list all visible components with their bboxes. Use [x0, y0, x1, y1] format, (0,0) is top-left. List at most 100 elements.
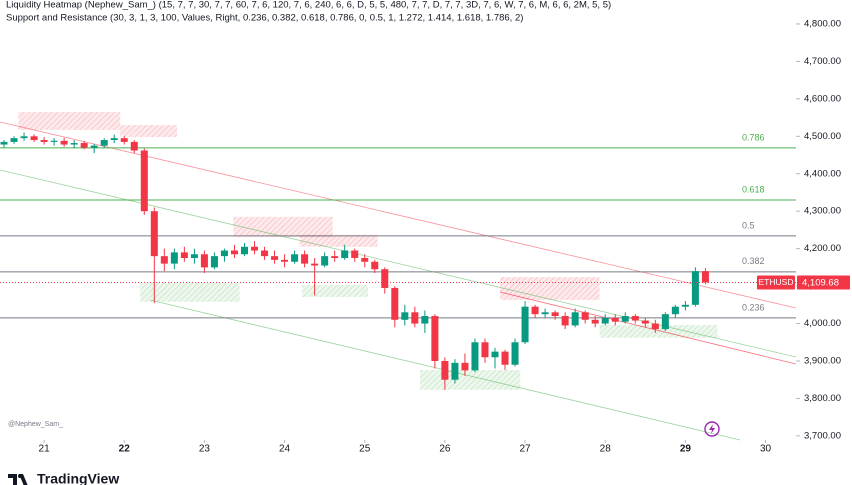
candle-body — [421, 316, 429, 324]
y-tick-label: 4,200.00 — [804, 243, 841, 254]
candle-body — [441, 360, 449, 380]
candle-body — [70, 143, 78, 145]
candle-body — [291, 254, 299, 262]
candle-body — [10, 138, 18, 142]
candle-body — [30, 136, 38, 141]
candle-body — [170, 252, 178, 264]
liquidity-zone — [299, 234, 378, 247]
candle-body — [371, 261, 379, 270]
trend-line — [499, 291, 797, 365]
candle-body — [501, 351, 509, 365]
candle-body — [90, 145, 98, 148]
candle-body — [471, 342, 479, 371]
candle-body — [341, 250, 349, 259]
candle-body — [641, 320, 649, 324]
candle-body — [361, 258, 369, 262]
candle-body — [240, 246, 248, 255]
liquidity-zone — [500, 277, 600, 300]
candle-body — [381, 269, 389, 288]
indicator-title: Liquidity Heatmap (Nephew_Sam_) (15, 7, … — [6, 0, 611, 11]
candle-body — [200, 254, 208, 268]
candle-body — [511, 342, 519, 365]
candle-body — [261, 250, 269, 257]
level-label: 0.236 — [742, 302, 765, 312]
y-tick-label: 4,700.00 — [804, 56, 841, 67]
candle-body — [601, 317, 609, 324]
watermark: @Nephew_Sam_ — [8, 421, 63, 428]
candle-body — [150, 211, 158, 257]
brand-name: TradingView — [37, 471, 119, 485]
candle-body — [180, 252, 188, 259]
candle-body — [651, 323, 659, 330]
candle-body — [40, 140, 48, 142]
y-tick-label: 4,600.00 — [804, 93, 841, 104]
y-tick-label: 4,400.00 — [804, 168, 841, 179]
x-tick-label: 28 — [600, 444, 612, 455]
liquidity-zone — [302, 284, 368, 297]
candle-body — [120, 138, 128, 142]
candle-body — [491, 351, 499, 358]
y-tick-label: 4,000.00 — [804, 318, 841, 329]
candle-body — [351, 250, 359, 259]
candle-body — [20, 136, 28, 139]
candle-body — [301, 254, 309, 264]
x-tick-label: 22 — [119, 444, 131, 455]
liquidity-zone — [18, 111, 121, 130]
candle-body — [50, 140, 58, 142]
candle-body — [661, 314, 669, 330]
y-tick-label: 4,500.00 — [804, 131, 841, 142]
price-tag-label: 4,109.68 — [802, 277, 839, 288]
x-tick-label: 23 — [199, 444, 211, 455]
brand-logo-dot — [18, 474, 22, 478]
candle-body — [571, 312, 579, 326]
y-tick-label: 3,900.00 — [804, 356, 841, 367]
candle-body — [140, 150, 148, 212]
candle-body — [321, 256, 329, 266]
candle-body — [481, 342, 489, 358]
candle-body — [681, 304, 689, 307]
candle-body — [611, 317, 619, 322]
alert-icon[interactable] — [704, 421, 720, 437]
candle-body — [230, 250, 238, 255]
symbol-tag-label: ETHUSD — [759, 277, 794, 287]
candle-body — [451, 362, 459, 380]
liquidity-zone — [120, 125, 178, 138]
candle-body — [110, 138, 118, 141]
candle-body — [190, 254, 198, 259]
brand-logo — [8, 474, 28, 485]
candle-body — [691, 271, 699, 305]
liquidity-zone — [140, 283, 240, 302]
y-tick-label: 3,800.00 — [804, 393, 841, 404]
candle-body — [210, 256, 218, 268]
candle-body — [391, 287, 399, 320]
x-tick-label: 27 — [519, 444, 531, 455]
candle-body — [60, 140, 68, 145]
candle-body — [561, 316, 569, 326]
candle-body — [0, 141, 8, 145]
symbol-tag — [757, 275, 795, 290]
candle-body — [581, 312, 589, 320]
candle-body — [521, 306, 529, 343]
candle-body — [401, 312, 409, 320]
liquidity-zone — [599, 325, 718, 338]
candle-body — [331, 256, 339, 259]
candle-body — [100, 140, 108, 146]
level-label: 0.382 — [742, 256, 765, 266]
candle-body — [531, 306, 539, 315]
candle-body — [271, 256, 279, 260]
y-tick-label: 4,800.00 — [804, 18, 841, 29]
footer — [0, 460, 852, 485]
indicator-title: Support and Resistance (30, 3, 1, 3, 100… — [6, 13, 523, 24]
liquidity-zone — [233, 216, 333, 238]
candle-body — [621, 316, 629, 322]
liquidity-zone — [420, 369, 521, 390]
y-tick-label: 3,700.00 — [804, 430, 841, 441]
candle-body — [551, 312, 559, 317]
candle-body — [671, 306, 679, 315]
candle-body — [80, 143, 88, 148]
candle-body — [411, 312, 419, 324]
candle-body — [431, 316, 439, 361]
alert-icon-bolt — [709, 424, 715, 434]
